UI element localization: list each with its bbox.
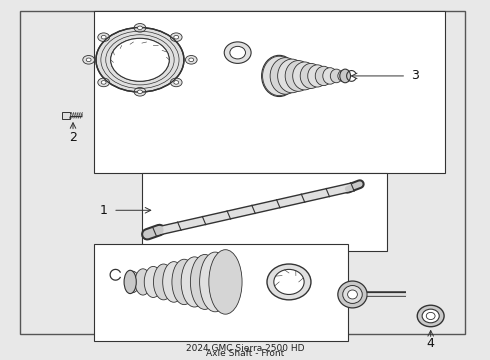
Ellipse shape bbox=[417, 305, 444, 327]
Ellipse shape bbox=[308, 65, 327, 87]
Circle shape bbox=[83, 55, 95, 64]
Circle shape bbox=[86, 58, 91, 62]
Ellipse shape bbox=[224, 42, 251, 63]
Ellipse shape bbox=[315, 66, 332, 86]
Ellipse shape bbox=[191, 255, 219, 309]
Ellipse shape bbox=[285, 60, 311, 91]
Circle shape bbox=[171, 33, 182, 41]
Circle shape bbox=[101, 81, 106, 84]
Ellipse shape bbox=[263, 56, 296, 96]
Bar bbox=[94, 12, 445, 173]
Ellipse shape bbox=[338, 71, 347, 81]
Ellipse shape bbox=[230, 46, 245, 59]
Text: 2024 GMC Sierra 2500 HD: 2024 GMC Sierra 2500 HD bbox=[186, 344, 304, 353]
Circle shape bbox=[189, 58, 194, 62]
Circle shape bbox=[174, 35, 179, 39]
Ellipse shape bbox=[144, 266, 162, 297]
Circle shape bbox=[134, 23, 146, 32]
Ellipse shape bbox=[124, 270, 136, 293]
Ellipse shape bbox=[300, 63, 322, 89]
Text: 4: 4 bbox=[427, 337, 435, 350]
Circle shape bbox=[138, 26, 143, 30]
Ellipse shape bbox=[172, 259, 196, 305]
Ellipse shape bbox=[338, 281, 367, 308]
Circle shape bbox=[111, 38, 169, 81]
Circle shape bbox=[185, 55, 197, 64]
Circle shape bbox=[138, 90, 143, 94]
Ellipse shape bbox=[215, 252, 237, 312]
Circle shape bbox=[98, 78, 110, 87]
Ellipse shape bbox=[422, 309, 439, 323]
Ellipse shape bbox=[135, 269, 151, 295]
Ellipse shape bbox=[274, 269, 304, 294]
Text: 1: 1 bbox=[99, 204, 107, 217]
Bar bbox=[62, 112, 70, 119]
Ellipse shape bbox=[347, 290, 357, 299]
Circle shape bbox=[174, 81, 179, 84]
Ellipse shape bbox=[270, 58, 301, 94]
Ellipse shape bbox=[340, 69, 350, 83]
Ellipse shape bbox=[278, 59, 306, 93]
Circle shape bbox=[171, 78, 182, 87]
Ellipse shape bbox=[199, 252, 231, 312]
Ellipse shape bbox=[126, 271, 140, 293]
Ellipse shape bbox=[330, 69, 343, 83]
Ellipse shape bbox=[267, 264, 311, 300]
Circle shape bbox=[134, 87, 146, 96]
Text: 3: 3 bbox=[411, 69, 419, 82]
Bar bbox=[143, 173, 387, 252]
Ellipse shape bbox=[209, 250, 242, 314]
Ellipse shape bbox=[181, 257, 208, 307]
Ellipse shape bbox=[343, 285, 362, 303]
Ellipse shape bbox=[426, 312, 435, 320]
Ellipse shape bbox=[323, 68, 337, 84]
Ellipse shape bbox=[153, 264, 173, 300]
Circle shape bbox=[98, 33, 110, 41]
Ellipse shape bbox=[293, 62, 317, 90]
Circle shape bbox=[101, 35, 106, 39]
Ellipse shape bbox=[163, 262, 185, 302]
Circle shape bbox=[96, 28, 184, 92]
Text: 2: 2 bbox=[69, 131, 77, 144]
Text: Axle Shaft - Front: Axle Shaft - Front bbox=[206, 349, 284, 358]
Bar bbox=[94, 244, 347, 341]
Ellipse shape bbox=[262, 55, 297, 96]
